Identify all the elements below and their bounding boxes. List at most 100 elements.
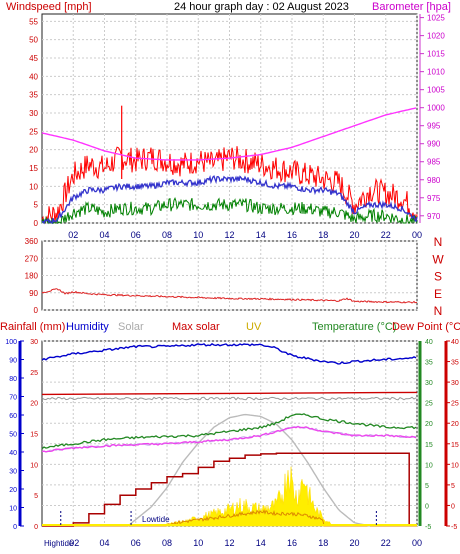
dewpoint-tick-label: 5 <box>451 483 455 490</box>
temperature-tick-label: 5 <box>425 483 429 490</box>
wind-tick-label: 20 <box>29 146 38 155</box>
series-temp-high <box>41 391 418 396</box>
barometer-tick-label: 970 <box>427 212 441 221</box>
barometer-tick-label: 1000 <box>427 104 445 113</box>
rain-tick-label: 30 <box>30 339 38 346</box>
direction-tick-label: 270 <box>25 254 39 263</box>
series-wind-direction <box>41 288 418 304</box>
graph-title: 24 hour graph day : 02 August 2023 <box>174 1 349 13</box>
series-wind-avg <box>41 174 418 225</box>
series-dewpoint <box>41 425 417 453</box>
humidity-tick-label: 90 <box>9 358 17 365</box>
x-tick-label: 00 <box>412 230 422 240</box>
temperature-tick-label: -5 <box>425 524 431 531</box>
rain-tick-label: 20 <box>30 401 38 408</box>
rain-tick-label: 25 <box>30 370 38 377</box>
compass-label: N <box>434 304 443 318</box>
series-barometer <box>41 107 417 161</box>
humidity-tick-label: 0 <box>13 524 17 531</box>
x-tick-label: 06 <box>131 538 141 548</box>
series-temperature <box>41 413 417 450</box>
x-tick-label: 10 <box>193 538 203 548</box>
wind-tick-label: 40 <box>29 72 38 81</box>
rain-tick-label: 10 <box>30 462 38 469</box>
dewpoint-tick-label: 10 <box>451 462 459 469</box>
x-tick-label: 00 <box>412 538 422 548</box>
legend-uv: UV <box>246 321 262 333</box>
x-tick-label: 12 <box>224 538 234 548</box>
dewpoint-tick-label: 30 <box>451 380 459 387</box>
series-solar-ref <box>41 396 417 401</box>
temperature-tick-label: 0 <box>425 503 429 510</box>
legend-temperature: Temperature (°C) <box>312 321 396 333</box>
x-tick-label: 18 <box>318 230 328 240</box>
barometer-tick-label: 995 <box>427 122 441 131</box>
wind-tick-label: 15 <box>29 164 38 173</box>
humidity-tick-label: 30 <box>9 469 17 476</box>
compass-label: W <box>432 252 444 266</box>
barometer-axis-title: Barometer [hpa] <box>372 1 451 13</box>
wind-tick-label: 55 <box>29 17 38 26</box>
humidity-tick-label: 80 <box>9 376 17 383</box>
humidity-tick-label: 50 <box>9 432 17 439</box>
x-tick-label: 20 <box>349 538 359 548</box>
climate-legend: Rainfall (mm) Humidity Solar Max solar U… <box>0 321 460 333</box>
barometer-tick-label: 975 <box>427 194 441 203</box>
compass-label: S <box>434 270 442 284</box>
dewpoint-tick-label: -5 <box>451 524 457 531</box>
x-tick-label: 22 <box>381 230 391 240</box>
barometer-tick-label: 1005 <box>427 86 445 95</box>
wind-tick-label: 0 <box>34 219 39 228</box>
x-tick-label: 10 <box>193 230 203 240</box>
x-tick-label: 02 <box>68 230 78 240</box>
humidity-tick-label: 20 <box>9 487 17 494</box>
hightide-label: Hightide <box>44 539 74 548</box>
wind-tick-label: 50 <box>29 36 38 45</box>
temperature-tick-label: 25 <box>425 401 433 408</box>
x-tick-label: 16 <box>287 230 297 240</box>
temperature-tick-label: 35 <box>425 360 433 367</box>
x-tick-label: 06 <box>131 230 141 240</box>
x-tick-label: 08 <box>162 538 172 548</box>
barometer-tick-label: 1020 <box>427 32 445 41</box>
direction-tick-label: 90 <box>29 289 38 298</box>
temperature-tick-label: 20 <box>425 421 433 428</box>
x-tick-label: 14 <box>256 230 266 240</box>
wind-tick-label: 45 <box>29 54 38 63</box>
x-tick-label: 02 <box>69 538 79 548</box>
wind-tick-label: 30 <box>29 109 38 118</box>
series-wind-low <box>41 197 418 225</box>
dewpoint-tick-label: 40 <box>451 339 459 346</box>
barometer-tick-label: 1015 <box>427 50 445 59</box>
compass-label: N <box>434 235 443 249</box>
wind-tick-label: 25 <box>29 127 38 136</box>
series-max-solar <box>127 413 371 527</box>
rain-tick-label: 5 <box>34 493 38 500</box>
temperature-tick-label: 15 <box>425 442 433 449</box>
x-tick-label: 22 <box>381 538 391 548</box>
direction-tick-label: 0 <box>34 306 39 315</box>
dewpoint-tick-label: 20 <box>451 421 459 428</box>
x-tick-label: 16 <box>287 538 297 548</box>
compass-label: E <box>434 287 442 301</box>
dewpoint-tick-label: 35 <box>451 360 459 367</box>
humidity-tick-label: 100 <box>5 339 17 346</box>
wind-tick-label: 5 <box>34 201 39 210</box>
windspeed-axis-title: Windspeed [mph] <box>6 1 92 13</box>
lowtide-label: Lowtide <box>142 515 170 524</box>
x-tick-label: 20 <box>349 230 359 240</box>
humidity-tick-label: 40 <box>9 450 17 457</box>
barometer-tick-label: 985 <box>427 158 441 167</box>
dewpoint-tick-label: 25 <box>451 401 459 408</box>
legend-dewpoint: Dew Point (°C) <box>392 321 460 333</box>
humidity-tick-label: 60 <box>9 413 17 420</box>
temperature-tick-label: 30 <box>425 380 433 387</box>
direction-tick-label: 180 <box>25 272 39 281</box>
legend-max-solar: Max solar <box>172 321 220 333</box>
direction-tick-label: 360 <box>25 237 39 246</box>
barometer-tick-label: 1025 <box>427 14 445 23</box>
legend-solar: Solar <box>118 321 144 333</box>
series-rain <box>42 452 410 527</box>
